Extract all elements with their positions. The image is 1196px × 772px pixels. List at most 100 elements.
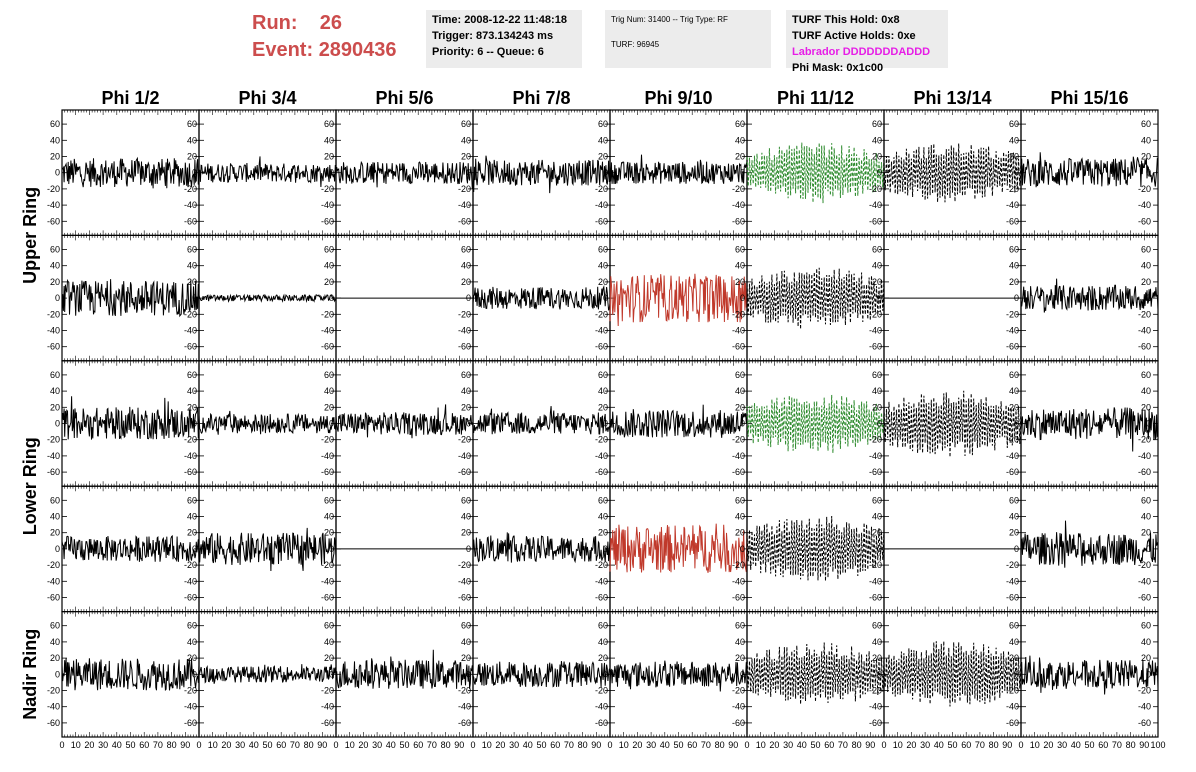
y-tick-label: -40 [321, 451, 334, 461]
y-tick-label: -40 [595, 200, 608, 210]
y-tick-label: 0 [329, 168, 334, 178]
y-tick-label: 40 [187, 386, 197, 396]
y-tick-label: -20 [47, 435, 60, 445]
y-tick-label: 20 [50, 152, 60, 162]
waveform-trace [198, 293, 337, 303]
trig-info-box: Trig Num: 31400 -- Trig Type: RF TURF: 9… [605, 10, 771, 68]
y-tick-label: -20 [321, 309, 334, 319]
y-tick-label: 20 [872, 653, 882, 663]
y-tick-label: -60 [595, 593, 608, 603]
y-tick-label: -60 [47, 593, 60, 603]
y-tick-label: -60 [321, 718, 334, 728]
row-header: Upper Ring [20, 187, 40, 284]
y-tick-label: 60 [50, 495, 60, 505]
y-tick-label: -60 [47, 216, 60, 226]
y-tick-label: 0 [1014, 544, 1019, 554]
trigger-text: Trigger: 873.134243 ms [432, 30, 554, 42]
y-tick-label: 0 [740, 419, 745, 429]
waveform-trace [883, 641, 1022, 707]
y-tick-label: -20 [321, 184, 334, 194]
event-label: Event: [252, 39, 314, 61]
y-tick-label: -20 [869, 309, 882, 319]
y-tick-label: -60 [732, 216, 745, 226]
y-tick-label: -40 [458, 451, 471, 461]
y-tick-label: 20 [598, 653, 608, 663]
waveform-trace [61, 396, 200, 440]
y-tick-label: 0 [877, 168, 882, 178]
y-tick-label: -20 [732, 435, 745, 445]
y-tick-label: 60 [735, 245, 745, 255]
y-tick-label: 60 [598, 245, 608, 255]
y-tick-label: 60 [461, 245, 471, 255]
y-tick-label: 40 [50, 261, 60, 271]
labrador-text: Labrador DDDDDDDADDD [792, 46, 931, 58]
waveform-trace [61, 534, 200, 563]
y-tick-label: -20 [1006, 686, 1019, 696]
y-tick-label: 20 [324, 402, 334, 412]
waveform-trace [472, 661, 611, 688]
y-tick-label: -40 [869, 576, 882, 586]
waveform-trace [746, 142, 885, 204]
y-tick-label: 60 [50, 621, 60, 631]
y-tick-label: 0 [55, 669, 60, 679]
y-tick-label: -40 [595, 576, 608, 586]
y-tick-label: 0 [1014, 168, 1019, 178]
y-tick-label: -20 [184, 309, 197, 319]
y-tick-label: 40 [187, 135, 197, 145]
y-tick-label: 20 [735, 402, 745, 412]
waveform-trace [335, 649, 474, 689]
y-tick-label: 20 [598, 402, 608, 412]
y-tick-label: 0 [466, 544, 471, 554]
y-tick-label: 20 [1141, 528, 1151, 538]
y-tick-label: 0 [1014, 419, 1019, 429]
run-line: Run: 26 [252, 10, 397, 37]
y-tick-label: -60 [1006, 718, 1019, 728]
y-tick-label: -40 [458, 576, 471, 586]
y-tick-label: 20 [461, 528, 471, 538]
y-tick-label: 40 [461, 386, 471, 396]
y-tick-label: -40 [595, 326, 608, 336]
waveform-trace [746, 267, 885, 330]
y-tick-label: 40 [598, 135, 608, 145]
y-tick-label: -40 [732, 326, 745, 336]
y-tick-label: 20 [50, 653, 60, 663]
y-tick-label: -40 [1006, 451, 1019, 461]
y-tick-label: 20 [1141, 402, 1151, 412]
waveform-trace [472, 155, 611, 194]
y-tick-label: -20 [47, 560, 60, 570]
y-tick-label: -60 [732, 718, 745, 728]
y-tick-label: 60 [1141, 370, 1151, 380]
y-tick-label: -60 [869, 342, 882, 352]
waveform-trace [335, 404, 474, 439]
waveform-trace [198, 664, 337, 684]
y-tick-label: 0 [877, 419, 882, 429]
y-tick-label: -60 [458, 593, 471, 603]
turf-text: TURF: 96945 [611, 40, 660, 49]
y-tick-label: 60 [872, 119, 882, 129]
y-tick-label: 60 [735, 119, 745, 129]
panel-frame [746, 610, 885, 738]
waveform-trace [61, 278, 200, 318]
column-header: Phi 15/16 [1050, 88, 1128, 108]
y-tick-label: 20 [187, 528, 197, 538]
y-tick-label: -40 [184, 451, 197, 461]
y-tick-label: 40 [872, 637, 882, 647]
y-tick-label: -20 [595, 435, 608, 445]
run-event-block: Run: 26 Event: 2890436 [252, 10, 397, 64]
y-tick-label: -40 [321, 576, 334, 586]
y-tick-label: 60 [324, 370, 334, 380]
waveform-trace [746, 515, 885, 582]
y-tick-label: -20 [184, 184, 197, 194]
panel-frame [746, 109, 885, 237]
y-tick-label: 0 [192, 419, 197, 429]
turf-info-box: TURF This Hold: 0x8 TURF Active Holds: 0… [786, 10, 948, 74]
y-tick-label: -60 [47, 342, 60, 352]
y-tick-label: -40 [1006, 702, 1019, 712]
y-tick-label: -40 [184, 702, 197, 712]
waveform-trace [198, 527, 337, 572]
y-tick-label: -40 [321, 326, 334, 336]
y-tick-label: 0 [329, 419, 334, 429]
y-tick-label: 40 [1141, 135, 1151, 145]
y-tick-label: 60 [872, 621, 882, 631]
y-tick-label: 20 [324, 528, 334, 538]
